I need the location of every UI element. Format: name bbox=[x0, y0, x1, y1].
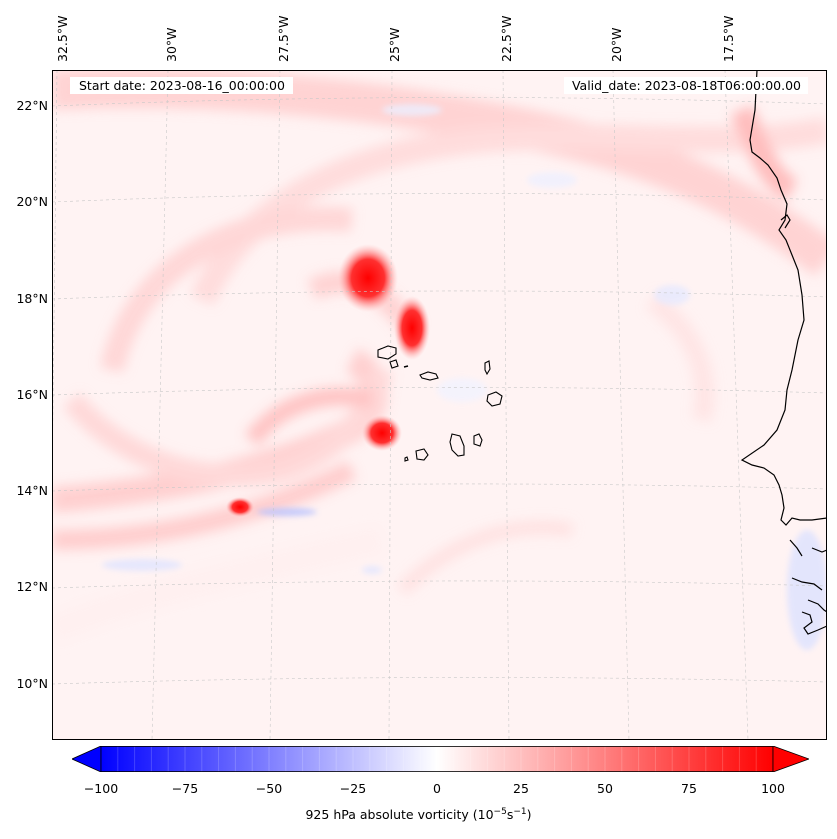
island-santa-luzia bbox=[403, 365, 409, 368]
colorbar-level-steps bbox=[117, 746, 757, 772]
colorbar-extend-max bbox=[772, 746, 809, 772]
island-sao-vicente bbox=[389, 359, 399, 369]
colorbar-tick-100: 100 bbox=[761, 781, 785, 796]
vorticity-max-1 bbox=[338, 244, 398, 312]
coastline bbox=[740, 70, 827, 635]
lon-label-30w: 30°W bbox=[164, 27, 179, 62]
island-fogo bbox=[415, 448, 429, 461]
colorbar-label-text: 925 hPa absolute vorticity (10 bbox=[305, 807, 494, 823]
lat-label-18n: 18°N bbox=[16, 291, 48, 306]
vorticity-field bbox=[52, 70, 827, 740]
vorticity-max-4 bbox=[226, 497, 254, 517]
lat-label-20n: 20°N bbox=[16, 194, 48, 209]
colorbar-label: 925 hPa absolute vorticity (10−5s−1) bbox=[0, 807, 837, 822]
graticule bbox=[52, 70, 827, 740]
lon-label-20w: 20°W bbox=[609, 27, 624, 62]
island-maio bbox=[473, 433, 483, 447]
colorbar-tick-neg100: −100 bbox=[83, 781, 119, 796]
colorbar-tick-neg25: −25 bbox=[339, 781, 367, 796]
lat-label-12n: 12°N bbox=[16, 579, 48, 594]
colorbar-label-exp2: −1 bbox=[513, 807, 527, 817]
island-santo-antao bbox=[377, 345, 397, 360]
island-boa-vista bbox=[486, 391, 503, 407]
colorbar-tick-50: 50 bbox=[597, 781, 613, 796]
lat-label-14n: 14°N bbox=[16, 483, 48, 498]
vorticity-max-2 bbox=[394, 296, 430, 360]
colorbar-extend-min bbox=[72, 746, 102, 772]
colorbar-label-close: ) bbox=[526, 807, 532, 823]
colorbar-gradient bbox=[72, 746, 809, 772]
island-sal bbox=[484, 360, 491, 376]
colorbar-body bbox=[101, 746, 773, 772]
colorbar-tick-neg75: −75 bbox=[171, 781, 199, 796]
island-santiago bbox=[449, 433, 465, 457]
map-border bbox=[52, 70, 827, 740]
valid-date-label: Valid_date: 2023-08-18T06:00:00.00 bbox=[563, 77, 808, 94]
island-brava bbox=[404, 456, 409, 462]
lon-label-32-5w: 32.5°W bbox=[55, 15, 70, 62]
lon-label-22-5w: 22.5°W bbox=[499, 15, 514, 62]
colorbar-tick-75: 75 bbox=[681, 781, 697, 796]
negative-vorticity-patches bbox=[102, 104, 827, 650]
colorbar bbox=[72, 746, 809, 772]
colorbar-label-unit: s bbox=[506, 807, 514, 823]
vorticity-maxima bbox=[226, 244, 430, 517]
start-date-label: Start date: 2023-08-16_00:00:00 bbox=[70, 77, 293, 94]
colorbar-tick-25: 25 bbox=[513, 781, 529, 796]
lat-label-22n: 22°N bbox=[16, 98, 48, 113]
lat-label-10n: 10°N bbox=[16, 676, 48, 691]
vorticity-max-3 bbox=[362, 415, 402, 451]
colorbar-tick-neg50: −50 bbox=[255, 781, 283, 796]
island-sao-nicolau bbox=[419, 371, 439, 381]
lon-label-25w: 25°W bbox=[387, 27, 402, 62]
colorbar-label-exp1: −5 bbox=[493, 807, 507, 817]
colorbar-tick-0: 0 bbox=[433, 781, 441, 796]
lon-label-17-5w: 17.5°W bbox=[721, 15, 736, 62]
vorticity-map bbox=[52, 70, 827, 740]
lat-label-16n: 16°N bbox=[16, 387, 48, 402]
cape-verde-islands bbox=[377, 345, 503, 462]
lon-label-27-5w: 27.5°W bbox=[276, 15, 291, 62]
